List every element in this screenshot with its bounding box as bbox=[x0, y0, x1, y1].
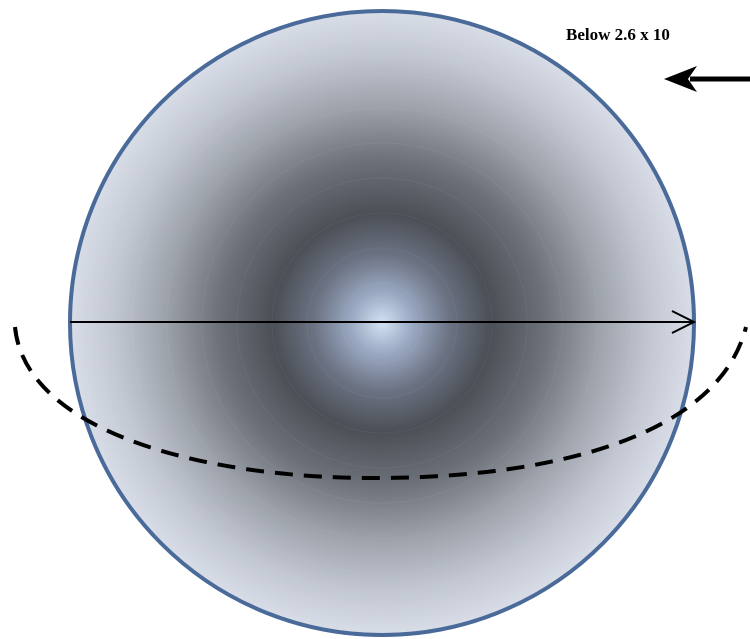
diameter-arrow bbox=[70, 310, 697, 334]
annotation-label: Below 2.6 x 10 bbox=[566, 25, 670, 44]
pointer-arrow bbox=[664, 66, 750, 92]
dashed-orbit bbox=[13, 326, 748, 481]
